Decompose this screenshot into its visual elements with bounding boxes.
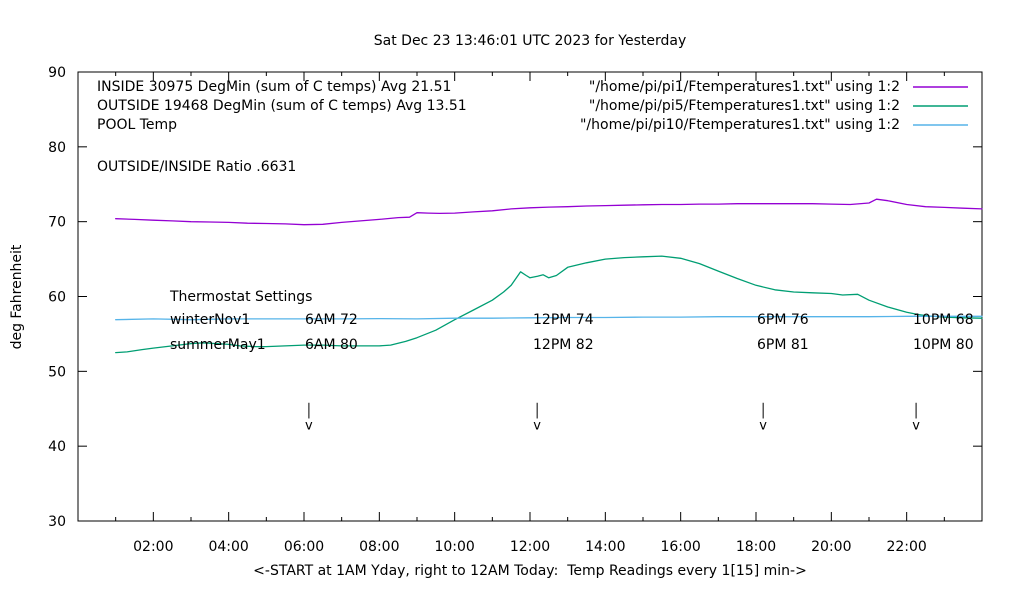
x-tick-label: 10:00 (434, 539, 474, 555)
y-tick-label: 30 (48, 514, 66, 530)
x-tick-label: 12:00 (510, 539, 550, 555)
thermostat-summer-name: summerMay1 (170, 337, 266, 353)
thermostat-winter-name: winterNov1 (170, 312, 251, 328)
thermostat-winter-6pm: 6PM 76 (757, 312, 809, 328)
y-axis-label: deg Fahrenheit (9, 244, 25, 350)
series-inside-line (115, 198, 983, 226)
x-tick-label: 22:00 (886, 539, 926, 555)
legend-label-outside: OUTSIDE 19468 DegMin (sum of C temps) Av… (97, 98, 467, 114)
chart-title: Sat Dec 23 13:46:01 UTC 2023 for Yesterd… (373, 33, 687, 49)
thermostat-winter-12pm: 12PM 74 (533, 312, 594, 328)
x-tick-label: 16:00 (660, 539, 700, 555)
x-tick-label: 06:00 (284, 539, 324, 555)
legend-label-pool: POOL Temp (97, 117, 178, 133)
y-tick-label: 90 (48, 65, 66, 81)
axis-ticks (78, 71, 982, 522)
thermostat-summer-10pm: 10PM 80 (913, 337, 974, 353)
event-marker-arrowhead: v (912, 419, 920, 434)
thermostat-winter-10pm: 10PM 68 (913, 312, 974, 328)
thermostat-summer-6am: 6AM 80 (305, 337, 358, 353)
x-tick-label: 02:00 (133, 539, 173, 555)
y-tick-label: 60 (48, 290, 66, 306)
legend-label-inside: INSIDE 30975 DegMin (sum of C temps) Avg… (97, 79, 452, 95)
y-tick-label: 40 (48, 439, 66, 455)
thermostat-settings-heading: Thermostat Settings (170, 289, 313, 305)
x-tick-label: 04:00 (208, 539, 248, 555)
series-pool-line (115, 315, 983, 321)
y-tick-label: 50 (48, 364, 66, 380)
x-tick-label: 14:00 (585, 539, 625, 555)
x-axis-label: <-START at 1AM Yday, right to 12AM Today… (253, 563, 807, 579)
x-tick-label: 20:00 (811, 539, 851, 555)
legend-file-pool: "/home/pi/pi10/Ftemperatures1.txt" using… (579, 117, 900, 133)
legend-file-outside: "/home/pi/pi5/Ftemperatures1.txt" using … (588, 98, 900, 114)
y-tick-label: 70 (48, 215, 66, 231)
event-marker-arrowhead: v (533, 419, 541, 434)
x-tick-label: 18:00 (736, 539, 776, 555)
thermostat-summer-6pm: 6PM 81 (757, 337, 809, 353)
legend-file-inside: "/home/pi/pi1/Ftemperatures1.txt" using … (588, 79, 900, 95)
thermostat-summer-12pm: 12PM 82 (533, 337, 594, 353)
series-outside-line (115, 255, 983, 354)
y-tick-label: 80 (48, 140, 66, 156)
thermostat-winter-6am: 6AM 72 (305, 312, 358, 328)
x-tick-label: 08:00 (359, 539, 399, 555)
event-marker-arrowhead: v (759, 419, 767, 434)
outside-inside-ratio: OUTSIDE/INSIDE Ratio .6631 (97, 159, 297, 175)
event-marker-arrowhead: v (305, 419, 313, 434)
